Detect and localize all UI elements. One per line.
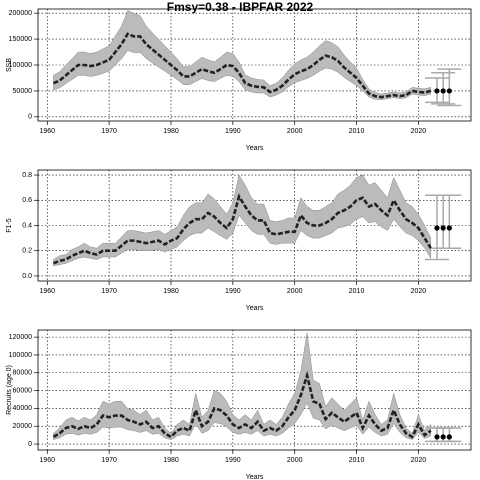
projection-point: [440, 88, 446, 94]
x-axis-label: Years: [246, 145, 264, 152]
plot-frame: [37, 329, 472, 451]
x-tick-label: 1960: [39, 288, 55, 295]
y-tick-label: 100000: [9, 62, 32, 69]
figure-title: Fmsy=0.38 - IBPFAR 2022: [167, 0, 314, 14]
x-axis-label: Years: [246, 474, 264, 480]
x-tick-label: 1970: [101, 288, 117, 295]
x-tick-label: 1990: [225, 288, 241, 295]
x-tick-label: 1980: [163, 457, 179, 464]
y-tick-label: 100000: [9, 352, 32, 359]
y-tick-label: 0.8: [22, 172, 32, 179]
x-tick-label: 2020: [411, 457, 427, 464]
y-tick-label: 0: [28, 114, 32, 121]
x-tick-label: 1980: [163, 288, 179, 295]
projection-point: [434, 434, 440, 440]
y-tick-label: 0.2: [22, 248, 32, 255]
y-tick-label: 20000: [13, 423, 33, 430]
x-tick-label: 2000: [287, 288, 303, 295]
y-tick-label: 0.4: [22, 222, 32, 229]
x-tick-label: 1960: [39, 457, 55, 464]
median-line: [52, 370, 432, 439]
y-axis-label: F1-5: [6, 218, 13, 233]
projection-point: [446, 434, 452, 440]
x-tick-label: 2020: [411, 288, 427, 295]
x-tick-label: 2000: [287, 457, 303, 464]
x-tick-label: 1990: [225, 457, 241, 464]
x-tick-label: 2010: [349, 128, 365, 135]
projection-point: [434, 88, 440, 94]
y-tick-label: 0.0: [22, 273, 32, 280]
y-tick-label: 80000: [13, 370, 33, 377]
median-line: [52, 193, 432, 265]
x-tick-label: 1970: [101, 128, 117, 135]
x-tick-label: 1970: [101, 457, 117, 464]
x-tick-label: 2010: [349, 288, 365, 295]
projection-point: [440, 434, 446, 440]
y-tick-label: 0.6: [22, 197, 32, 204]
x-tick-label: 2000: [287, 128, 303, 135]
x-tick-label: 2010: [349, 457, 365, 464]
plot-frame: [37, 169, 472, 282]
confidence-band: [53, 174, 432, 267]
projection-point: [434, 225, 440, 231]
y-tick-label: 50000: [13, 88, 33, 95]
x-tick-label: 1990: [225, 128, 241, 135]
y-tick-label: 200000: [9, 10, 32, 17]
y-axis-label: SSB: [6, 58, 13, 72]
y-tick-label: 40000: [13, 405, 33, 412]
y-tick-label: 120000: [9, 334, 32, 341]
projection-point: [440, 225, 446, 231]
x-tick-label: 1980: [163, 128, 179, 135]
confidence-band: [53, 332, 432, 440]
y-tick-label: 60000: [13, 387, 33, 394]
y-axis-label: Recruits (age 0): [6, 365, 13, 415]
projection-point: [446, 88, 452, 94]
y-tick-label: 150000: [9, 36, 32, 43]
median-line: [52, 32, 432, 99]
x-tick-label: 1960: [39, 128, 55, 135]
confidence-band: [53, 10, 432, 100]
x-axis-label: Years: [246, 305, 264, 312]
y-tick-label: 0: [28, 441, 32, 448]
plot-frame: [37, 8, 472, 122]
x-tick-label: 2020: [411, 128, 427, 135]
projection-point: [446, 225, 452, 231]
